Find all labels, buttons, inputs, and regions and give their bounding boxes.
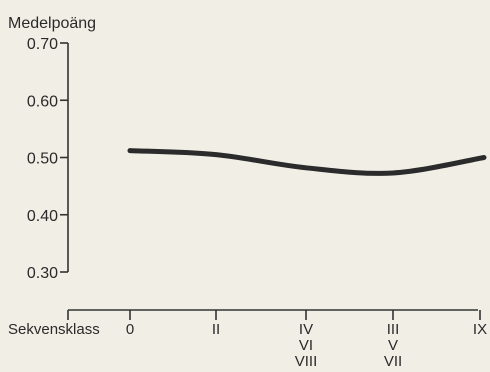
x-tick-label: VII	[384, 353, 402, 370]
series-line	[127, 148, 487, 176]
y-tick-label: 0.40	[27, 208, 58, 225]
y-tick-label: 0.70	[27, 36, 58, 53]
x-tick-label: II	[212, 321, 220, 338]
x-tick-label: VIII	[295, 353, 318, 370]
x-tick-label: 0	[126, 321, 134, 338]
y-tick-label: 0.50	[27, 151, 58, 168]
x-tick-label: IV	[299, 321, 313, 338]
x-tick-label: VI	[299, 337, 313, 354]
y-tick-label: 0.60	[27, 93, 58, 110]
y-tick-label: 0.30	[27, 265, 58, 282]
y-axis-label: Medelpoäng	[8, 15, 96, 32]
x-tick-label: IX	[473, 321, 487, 338]
x-tick-label: V	[388, 337, 398, 354]
x-tick-label: III	[387, 321, 400, 338]
y-axis-ticks: 0.70 0.60 0.50 0.40 0.30	[27, 36, 68, 282]
x-axis-label: Sekvensklass	[8, 321, 100, 338]
